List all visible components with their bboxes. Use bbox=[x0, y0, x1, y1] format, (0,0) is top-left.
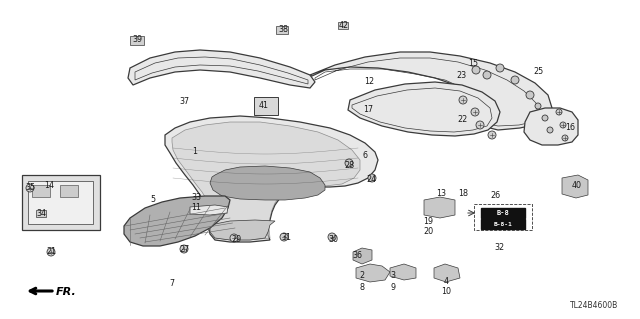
Circle shape bbox=[526, 91, 534, 99]
Circle shape bbox=[542, 115, 548, 121]
Polygon shape bbox=[165, 116, 378, 242]
Circle shape bbox=[547, 127, 553, 133]
Bar bbox=[481, 208, 525, 218]
Circle shape bbox=[26, 184, 34, 192]
Circle shape bbox=[459, 96, 467, 104]
Circle shape bbox=[556, 109, 562, 115]
Polygon shape bbox=[424, 197, 455, 218]
Text: B-8-1: B-8-1 bbox=[493, 221, 513, 226]
Text: 41: 41 bbox=[259, 100, 269, 109]
Bar bbox=[276, 26, 288, 34]
Text: 6: 6 bbox=[362, 151, 367, 160]
Text: 31: 31 bbox=[281, 234, 291, 242]
Text: 37: 37 bbox=[179, 98, 189, 107]
Text: 7: 7 bbox=[170, 279, 175, 288]
Text: 3: 3 bbox=[390, 271, 396, 280]
Text: 29: 29 bbox=[231, 235, 241, 244]
Bar bbox=[32, 185, 50, 197]
Polygon shape bbox=[562, 175, 588, 198]
Circle shape bbox=[328, 233, 336, 241]
Bar bbox=[474, 204, 532, 230]
Bar bbox=[60, 185, 78, 197]
Text: 25: 25 bbox=[533, 68, 543, 77]
Polygon shape bbox=[310, 52, 552, 130]
Circle shape bbox=[368, 174, 376, 182]
Polygon shape bbox=[524, 108, 578, 145]
Text: 18: 18 bbox=[458, 189, 468, 197]
FancyBboxPatch shape bbox=[28, 181, 93, 224]
FancyBboxPatch shape bbox=[22, 175, 100, 230]
Bar bbox=[36, 210, 46, 217]
Text: 14: 14 bbox=[44, 181, 54, 189]
Circle shape bbox=[180, 245, 188, 253]
Polygon shape bbox=[390, 264, 416, 280]
Circle shape bbox=[472, 66, 480, 74]
Text: 28: 28 bbox=[344, 160, 354, 169]
Text: 12: 12 bbox=[364, 77, 374, 85]
Text: 11: 11 bbox=[191, 203, 201, 211]
Text: 16: 16 bbox=[565, 123, 575, 132]
Text: 8: 8 bbox=[360, 283, 365, 292]
Polygon shape bbox=[210, 220, 275, 240]
Text: 23: 23 bbox=[456, 70, 466, 79]
Text: 39: 39 bbox=[132, 35, 142, 44]
Text: 9: 9 bbox=[390, 283, 396, 292]
Text: 20: 20 bbox=[423, 227, 433, 236]
Circle shape bbox=[47, 248, 55, 256]
Text: 13: 13 bbox=[436, 189, 446, 197]
Circle shape bbox=[496, 64, 504, 72]
Polygon shape bbox=[190, 205, 228, 215]
Text: 26: 26 bbox=[490, 190, 500, 199]
Bar bbox=[338, 22, 348, 29]
Text: 5: 5 bbox=[150, 196, 156, 204]
Text: B-8: B-8 bbox=[497, 210, 509, 216]
Text: 33: 33 bbox=[191, 194, 201, 203]
Circle shape bbox=[280, 233, 288, 241]
Circle shape bbox=[345, 159, 353, 167]
Text: 17: 17 bbox=[363, 105, 373, 114]
Text: 42: 42 bbox=[339, 20, 349, 29]
Text: 4: 4 bbox=[444, 277, 449, 286]
Circle shape bbox=[560, 122, 566, 128]
Circle shape bbox=[511, 76, 519, 84]
Text: 15: 15 bbox=[468, 58, 478, 68]
Polygon shape bbox=[434, 264, 460, 282]
Circle shape bbox=[488, 131, 496, 139]
Text: 36: 36 bbox=[352, 250, 362, 259]
Polygon shape bbox=[172, 122, 360, 240]
Polygon shape bbox=[210, 166, 325, 200]
Bar bbox=[481, 219, 525, 229]
Text: TL24B4600B: TL24B4600B bbox=[570, 301, 618, 310]
Text: 38: 38 bbox=[278, 26, 288, 34]
Polygon shape bbox=[348, 82, 500, 136]
Text: 21: 21 bbox=[46, 248, 56, 256]
Polygon shape bbox=[124, 196, 230, 246]
Polygon shape bbox=[128, 50, 315, 88]
Circle shape bbox=[562, 135, 568, 141]
Text: 40: 40 bbox=[572, 181, 582, 189]
Bar bbox=[130, 36, 144, 45]
Circle shape bbox=[230, 234, 238, 242]
Text: 24: 24 bbox=[366, 175, 376, 184]
Bar bbox=[254, 97, 278, 115]
Text: 1: 1 bbox=[193, 147, 198, 157]
Text: 34: 34 bbox=[36, 209, 46, 218]
Circle shape bbox=[476, 121, 484, 129]
Circle shape bbox=[471, 108, 479, 116]
Circle shape bbox=[483, 71, 491, 79]
Polygon shape bbox=[356, 264, 390, 282]
Circle shape bbox=[535, 103, 541, 109]
Text: 10: 10 bbox=[441, 286, 451, 295]
Polygon shape bbox=[353, 248, 372, 264]
Text: 22: 22 bbox=[457, 115, 467, 124]
Text: 27: 27 bbox=[180, 246, 190, 255]
Text: FR.: FR. bbox=[56, 287, 77, 297]
Text: 32: 32 bbox=[494, 243, 504, 253]
Text: 19: 19 bbox=[423, 218, 433, 226]
Text: 30: 30 bbox=[328, 235, 338, 244]
Text: 35: 35 bbox=[25, 183, 35, 192]
Text: 2: 2 bbox=[360, 271, 365, 280]
